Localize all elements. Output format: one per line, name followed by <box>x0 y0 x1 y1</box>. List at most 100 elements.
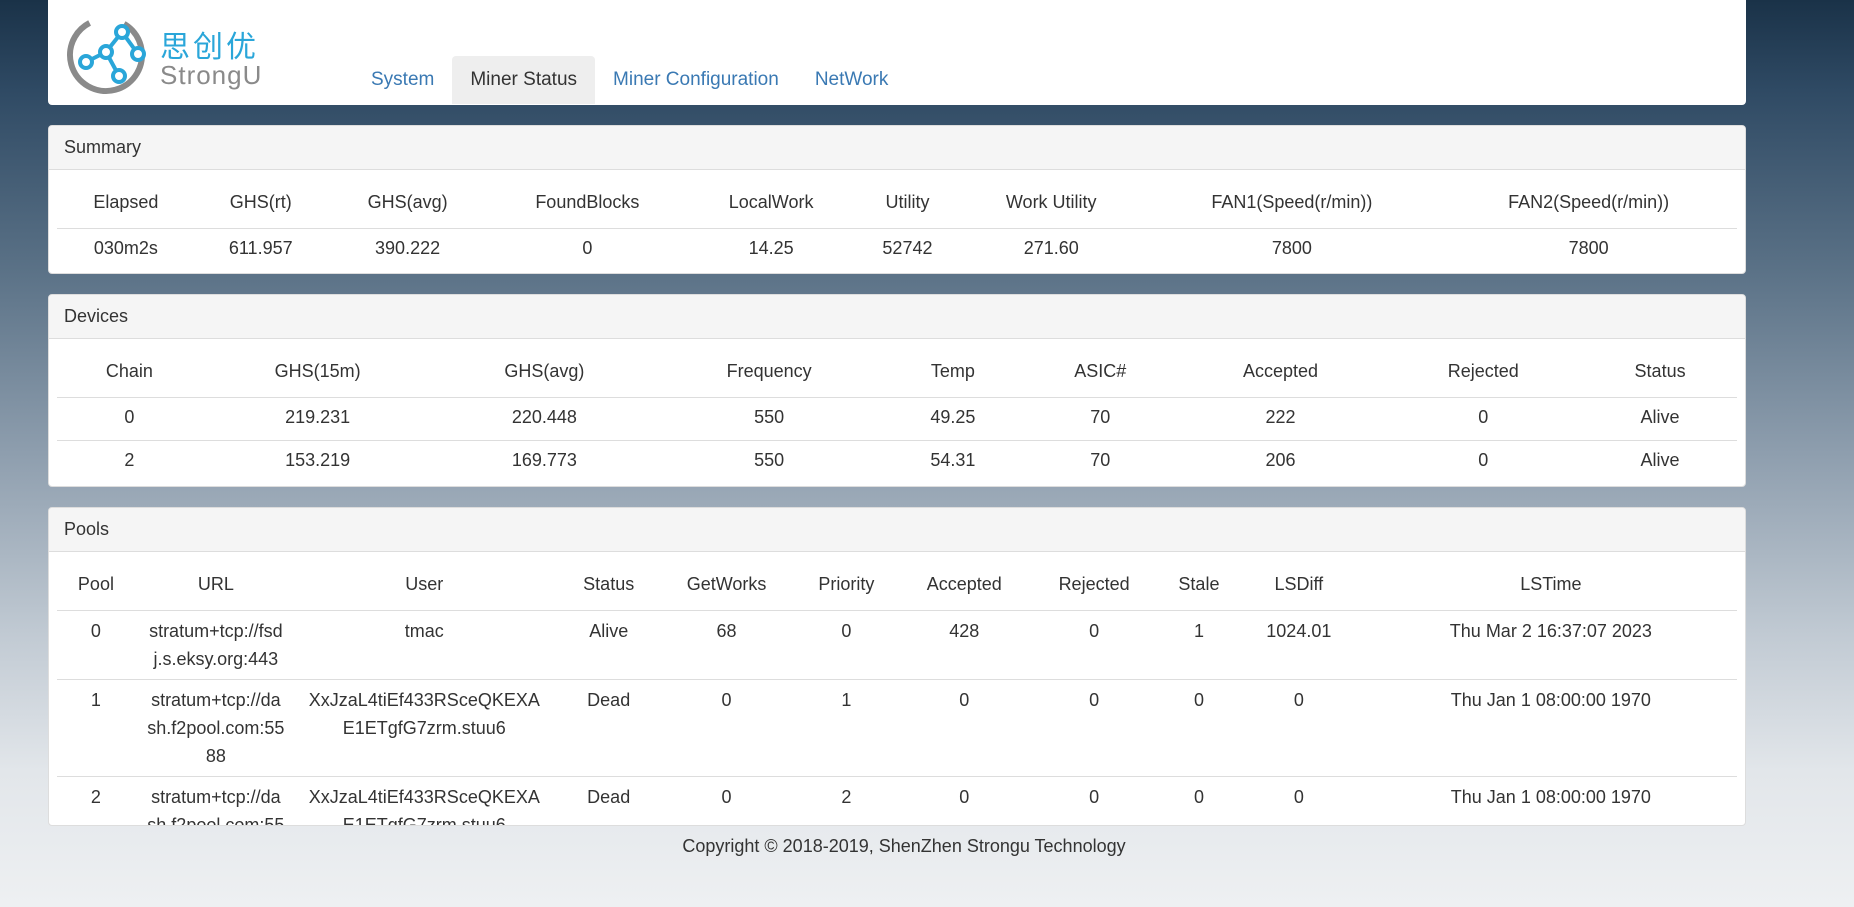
nav-tab-network[interactable]: NetWork <box>814 69 889 90</box>
pool-cell: 1 <box>1164 610 1233 680</box>
pool-cell: 0 <box>1023 776 1165 825</box>
pool-user: tmac <box>404 621 444 641</box>
pools-header-lsdiff: LSDiff <box>1232 558 1365 611</box>
pool-url: stratum+tcp://dash.f2pool.com:5588 <box>147 690 285 766</box>
device-cell: 169.773 <box>433 440 656 483</box>
summary-cell: 030m2s <box>57 228 195 271</box>
logo-text-cn: 思创优 <box>160 30 259 65</box>
pools-panel: Pools Pool URL User Status GetWorks Prio… <box>48 507 1746 826</box>
pools-header-user: User <box>296 558 552 611</box>
pool-cell: Thu Mar 2 16:37:07 2023 <box>1364 610 1737 680</box>
device-cell: 54.31 <box>883 440 1023 483</box>
logo-text-en: StrongU <box>160 60 263 90</box>
device-cell: 219.231 <box>201 397 434 441</box>
pool-cell: 0 <box>1023 679 1165 777</box>
nav-tab-miner-status[interactable]: Miner Status <box>452 56 596 104</box>
pool-user-cell: XxJzaL4tiEf433RSceQKEXAE1ETgfG7zrm.stuu6 <box>296 776 552 825</box>
pool-cell: 68 <box>665 610 788 680</box>
summary-header-fan1: FAN1(Speed(r/min)) <box>1143 176 1441 229</box>
device-cell: 220.448 <box>433 397 656 441</box>
devices-header-ghs-avg: GHS(avg) <box>433 345 656 398</box>
pool-cell: 0 <box>1164 679 1233 777</box>
pool-cell: 1 <box>787 679 906 777</box>
summary-header-fan2: FAN2(Speed(r/min)) <box>1440 176 1737 229</box>
pool-cell: 0 <box>665 776 788 825</box>
devices-header-frequency: Frequency <box>655 345 883 398</box>
summary-cell: 7800 <box>1143 228 1441 271</box>
pool-cell: Alive <box>551 610 666 680</box>
main-nav: System Miner Status Miner Configuration … <box>353 56 906 104</box>
pools-header-accepted: Accepted <box>905 558 1024 611</box>
pool-cell: Thu Jan 1 08:00:00 1970 <box>1364 776 1737 825</box>
summary-cell: 271.60 <box>958 228 1144 271</box>
device-cell: 70 <box>1022 440 1178 483</box>
pool-cell: 0 <box>1164 776 1233 825</box>
pool-cell: 0 <box>905 679 1024 777</box>
pool-cell: Dead <box>551 776 666 825</box>
pool-cell: 1 <box>57 679 135 777</box>
devices-header-ghs-15m: GHS(15m) <box>201 345 434 398</box>
device-cell: 222 <box>1177 397 1384 441</box>
device-cell: 2 <box>57 440 202 483</box>
summary-cell: 7800 <box>1440 228 1737 271</box>
pools-header-priority: Priority <box>787 558 906 611</box>
summary-header-work-utility: Work Utility <box>958 176 1144 229</box>
device-cell: 550 <box>655 440 883 483</box>
device-cell: Alive <box>1583 397 1737 441</box>
strongu-logo: 思创优 StrongU <box>64 10 274 100</box>
device-cell: 0 <box>57 397 202 441</box>
summary-header-utility: Utility <box>856 176 959 229</box>
devices-title: Devices <box>49 295 1745 339</box>
devices-header-status: Status <box>1583 345 1737 398</box>
pool-cell: Thu Jan 1 08:00:00 1970 <box>1364 679 1737 777</box>
pool-user: XxJzaL4tiEf433RSceQKEXAE1ETgfG7zrm.stuu6 <box>308 690 540 738</box>
devices-header-asic: ASIC# <box>1022 345 1178 398</box>
pool-url-cell: stratum+tcp://dash.f2pool.com:5588 <box>134 679 297 777</box>
pools-header-url: URL <box>134 558 297 611</box>
footer-copyright: Copyright © 2018-2019, ShenZhen Strongu … <box>682 836 1126 856</box>
device-cell: 0 <box>1383 440 1584 483</box>
pool-row: 2 stratum+tcp://dash.f2pool.com:5588 XxJ… <box>57 776 1737 826</box>
pool-cell: 0 <box>905 776 1024 825</box>
pool-cell: 0 <box>665 679 788 777</box>
device-row: 0 219.231 220.448 550 49.25 70 222 0 Ali… <box>57 397 1737 441</box>
device-cell: Alive <box>1583 440 1737 483</box>
summary-row: 030m2s 611.957 390.222 0 14.25 52742 271… <box>57 228 1737 271</box>
pool-cell: 2 <box>787 776 906 825</box>
pool-cell: 428 <box>905 610 1024 680</box>
summary-cell: 390.222 <box>326 228 489 271</box>
pools-title: Pools <box>49 508 1745 552</box>
summary-cell: 0 <box>488 228 687 271</box>
pool-cell: 0 <box>1232 776 1365 825</box>
pool-cell: 2 <box>57 776 135 825</box>
pools-header-status: Status <box>551 558 666 611</box>
pool-user-cell: XxJzaL4tiEf433RSceQKEXAE1ETgfG7zrm.stuu6 <box>296 679 552 777</box>
pools-header-getworks: GetWorks <box>665 558 788 611</box>
summary-header-elapsed: Elapsed <box>57 176 195 229</box>
summary-cell: 52742 <box>856 228 959 271</box>
nav-tab-system[interactable]: System <box>371 69 435 90</box>
pool-cell: 0 <box>1232 679 1365 777</box>
summary-table: Elapsed GHS(rt) GHS(avg) FoundBlocks Loc… <box>57 176 1737 271</box>
pool-cell: Dead <box>551 679 666 777</box>
pool-cell: 0 <box>787 610 906 680</box>
devices-header-chain: Chain <box>57 345 202 398</box>
device-cell: 153.219 <box>201 440 434 483</box>
summary-cell: 14.25 <box>686 228 857 271</box>
summary-header-ghs-avg: GHS(avg) <box>326 176 489 229</box>
pool-row: 1 stratum+tcp://dash.f2pool.com:5588 XxJ… <box>57 679 1737 777</box>
device-cell: 0 <box>1383 397 1584 441</box>
device-cell: 550 <box>655 397 883 441</box>
nav-tab-miner-configuration[interactable]: Miner Configuration <box>613 69 779 90</box>
strongu-logo-icon <box>67 16 146 94</box>
pool-url-cell: stratum+tcp://dash.f2pool.com:5588 <box>134 776 297 826</box>
pool-user-cell: tmac <box>296 610 552 680</box>
devices-panel: Devices Chain GHS(15m) GHS(avg) Frequenc… <box>48 294 1746 487</box>
top-header: 思创优 StrongU System Miner Status Miner Co… <box>48 0 1746 105</box>
device-cell: 49.25 <box>883 397 1023 441</box>
pools-header-rejected: Rejected <box>1023 558 1165 611</box>
pool-url: stratum+tcp://dash.f2pool.com:5588 <box>147 787 285 826</box>
summary-panel: Summary Elapsed GHS(rt) GHS(avg) FoundBl… <box>48 125 1746 274</box>
summary-title: Summary <box>49 126 1745 170</box>
devices-header-accepted: Accepted <box>1177 345 1384 398</box>
